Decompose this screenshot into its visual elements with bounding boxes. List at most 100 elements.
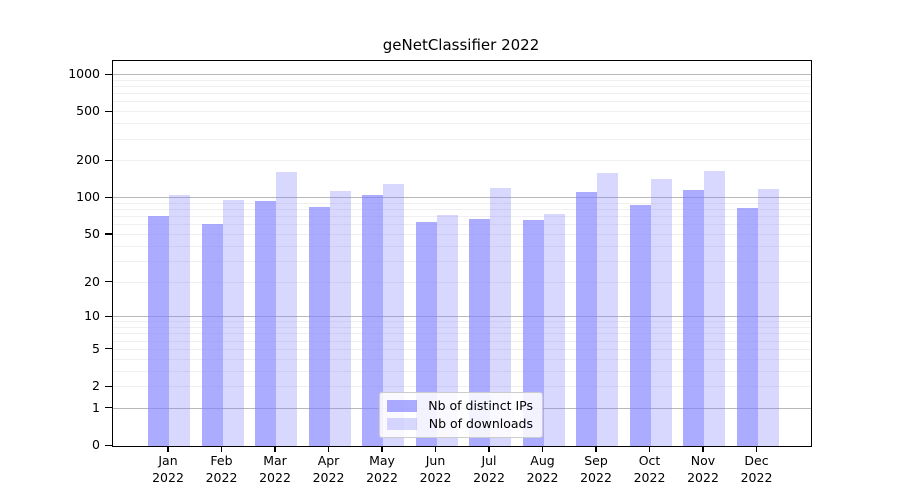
x-tick-mark: [434, 446, 437, 452]
bar-distinct-ips-nov: [683, 189, 704, 446]
x-tick-mark: [541, 446, 544, 452]
gridline-major: [113, 316, 811, 318]
bar-distinct-ips-mar: [255, 200, 276, 446]
x-tick-label-nov: Nov 2022: [687, 453, 719, 485]
x-tick-label-jul: Jul 2022: [473, 453, 505, 485]
gridline-minor: [113, 245, 811, 247]
gridline-minor: [113, 333, 811, 335]
bar-distinct-ips-sep: [576, 192, 597, 446]
y-tick-label: 5: [92, 340, 100, 356]
chart-title: geNetClassifier 2022: [382, 36, 540, 54]
x-tick-label-dec: Dec 2022: [740, 453, 773, 485]
y-tick-mark: [105, 110, 112, 112]
y-tick-label: 20: [84, 273, 100, 289]
legend-label-downloads: Nb of downloads: [428, 416, 533, 431]
bar-downloads-mar: [276, 171, 297, 446]
x-tick-label-mar: Mar 2022: [259, 453, 291, 485]
gridline-minor: [113, 160, 811, 162]
bar-distinct-ips-may: [362, 195, 383, 446]
x-tick-mark: [220, 446, 223, 452]
bar-downloads-apr: [329, 190, 351, 446]
downloads-swatch-icon: [387, 417, 417, 430]
gridline-minor: [113, 386, 811, 388]
x-tick-label-apr: Apr 2022: [312, 453, 345, 485]
legend: Nb of distinct IPs Nb of downloads: [379, 392, 543, 438]
y-tick-label: 100: [76, 189, 100, 205]
y-tick-label: 1000: [68, 66, 100, 82]
gridline-minor: [113, 340, 811, 342]
bar-downloads-feb: [222, 199, 244, 446]
gridline-minor: [113, 101, 811, 103]
x-tick-mark: [648, 446, 651, 452]
gridline-minor: [113, 327, 811, 329]
x-tick-label-jan: Jan 2022: [152, 453, 184, 485]
gridline-minor: [113, 209, 811, 211]
x-tick-mark: [755, 446, 758, 452]
x-tick-mark: [488, 446, 490, 452]
y-tick-label: 2: [92, 378, 100, 394]
bar-distinct-ips-feb: [201, 223, 223, 446]
y-tick-mark: [105, 281, 112, 283]
x-tick-label-feb: Feb 2022: [205, 453, 238, 485]
gridline-minor: [113, 233, 811, 235]
gridline-minor: [113, 281, 811, 283]
bar-distinct-ips-dec: [736, 208, 758, 446]
gridline-minor: [113, 111, 811, 113]
x-tick-mark: [167, 446, 169, 452]
legend-label-distinct-ips: Nb of distinct IPs: [428, 398, 533, 413]
gridline-minor: [113, 79, 811, 81]
x-tick-mark: [702, 446, 704, 452]
bar-downloads-jul: [490, 187, 511, 446]
y-tick-mark: [105, 348, 112, 350]
gridline-minor: [113, 202, 811, 204]
x-tick-label-sep: Sep 2022: [580, 453, 612, 485]
gridline-minor: [113, 260, 811, 262]
y-tick-mark: [105, 385, 112, 387]
bar-downloads-dec: [757, 188, 779, 446]
gridline-minor: [113, 138, 811, 140]
y-tick-label: 200: [76, 152, 100, 168]
x-tick-label-jun: Jun 2022: [419, 453, 452, 485]
y-tick-mark: [105, 196, 112, 198]
bar-distinct-ips-apr: [308, 206, 330, 446]
x-tick-label-aug: Aug 2022: [526, 453, 559, 485]
distinct-ips-swatch-icon: [387, 399, 417, 412]
bar-distinct-ips-jan: [148, 215, 169, 446]
y-tick-mark: [105, 407, 112, 409]
x-tick-mark: [595, 446, 597, 452]
bar-distinct-ips-jul: [469, 218, 490, 446]
bar-distinct-ips-oct: [629, 205, 651, 446]
y-tick-label: 0: [92, 437, 100, 452]
bar-distinct-ips-jun: [415, 221, 437, 446]
gridline-major: [113, 197, 811, 199]
bar-downloads-sep: [597, 173, 618, 446]
x-tick-label-oct: Oct 2022: [633, 453, 666, 485]
y-tick-mark: [105, 73, 112, 75]
bar-distinct-ips-aug: [522, 220, 544, 446]
gridline-minor: [113, 123, 811, 125]
bar-downloads-nov: [704, 170, 725, 446]
y-tick-label: 50: [84, 225, 100, 241]
x-tick-mark: [274, 446, 276, 452]
bar-downloads-may: [383, 184, 404, 446]
gridline-minor: [113, 358, 811, 360]
x-tick-mark: [327, 446, 330, 452]
gridline-minor: [113, 216, 811, 218]
y-tick-mark: [105, 444, 112, 446]
y-tick-label: 10: [84, 308, 100, 324]
x-tick-mark: [381, 446, 383, 452]
gridline-minor: [113, 93, 811, 95]
y-tick-mark: [105, 315, 112, 317]
gridline-minor: [113, 86, 811, 88]
gridline-minor: [113, 348, 811, 350]
y-tick-label: 500: [76, 103, 100, 119]
y-tick-mark: [105, 159, 112, 161]
plot-area: [112, 60, 812, 447]
legend-row-distinct-ips: Nb of distinct IPs: [387, 398, 533, 413]
y-tick-mark: [105, 233, 112, 235]
bar-downloads-oct: [650, 179, 672, 446]
x-tick-label-may: May 2022: [366, 453, 398, 485]
bar-downloads-jan: [169, 194, 190, 446]
gridline-major: [113, 74, 811, 76]
